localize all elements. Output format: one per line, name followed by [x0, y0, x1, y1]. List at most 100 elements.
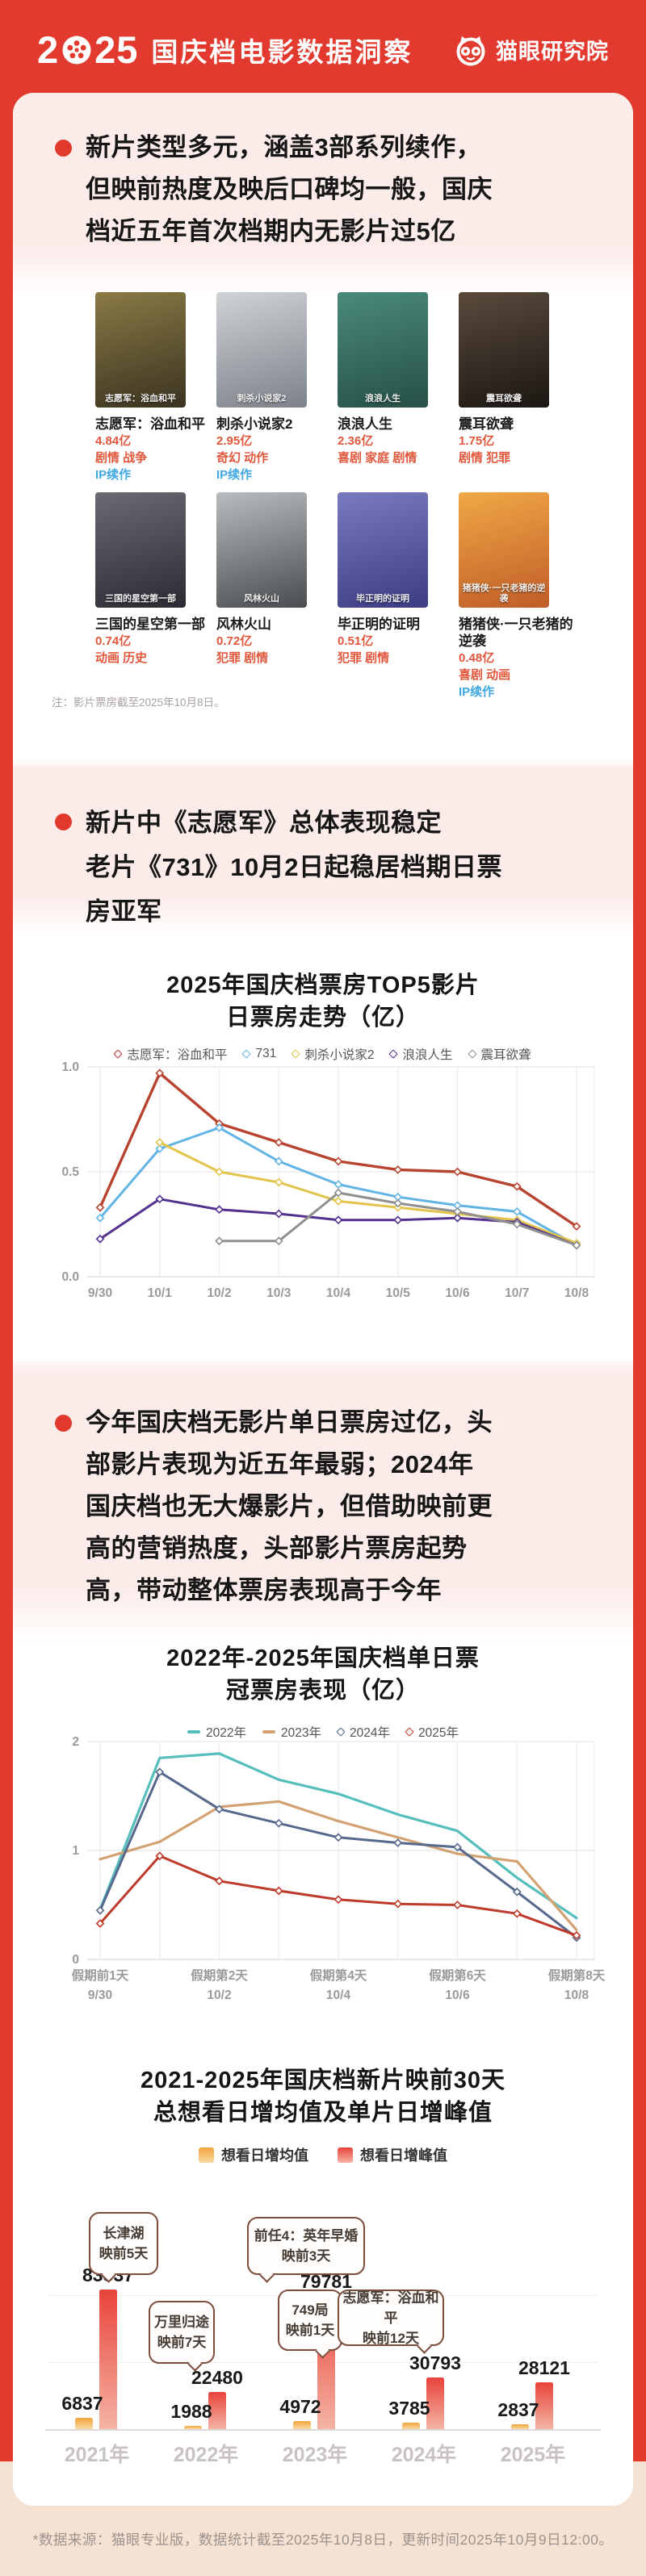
svg-text:假期第6天: 假期第6天: [429, 1968, 486, 1983]
film-title: 刺杀小说家2: [216, 416, 293, 432]
pink-section-3: [13, 1360, 633, 1644]
footer-note: *数据来源：猫眼专业版，数据统计截至2025年10月8日，更新时间2025年10…: [32, 2532, 614, 2548]
film-poster-title: 震耳欲聋: [486, 394, 522, 404]
film-title: 震耳欲聋: [459, 416, 514, 432]
film-reel-icon: [62, 36, 91, 64]
report-title-group: 2 25 国庆档电影数据洞察: [37, 27, 413, 72]
bullet-2-text: 新片中《志愿军》总体表现稳定 老片《731》10月2日起稳居档期日票 房亚军: [86, 809, 502, 926]
legend-item: 想看日增峰值: [338, 2144, 447, 2165]
callout-bubble: 万里归途 映前7天: [149, 2301, 215, 2372]
film-poster-title: 志愿军：浴血和平: [105, 394, 176, 404]
bar-category-label: 2021年: [64, 2444, 130, 2466]
legend-marker-icon: [199, 2147, 214, 2163]
chart2-line-chart: 0 1 2 假期前1天 9/30 假期第2天 10/2 假期第4天 10/4 假期第6天 10/6 假…: [72, 1735, 606, 2002]
film-poster-title: 刺杀小说家2: [237, 394, 287, 404]
svg-text:10/1: 10/1: [148, 1286, 173, 1300]
film-genres: 动画 历史: [95, 651, 148, 665]
peak-bar: [426, 2377, 444, 2429]
film-title: 毕正明的证明: [338, 617, 420, 632]
callout-bubble: 长津湖 映前5天: [89, 2212, 158, 2283]
header-title: 国庆档电影数据洞察: [151, 36, 413, 67]
svg-text:假期第8天: 假期第8天: [548, 1968, 606, 1983]
svg-text:假期前1天: 假期前1天: [72, 1968, 129, 1983]
film-ip-tag: IP续作: [459, 685, 495, 699]
film-title: 志愿军：浴血和平: [95, 416, 205, 432]
year-suffix: 25: [94, 28, 139, 71]
film-card: 浪浪人生 浪浪人生 2.36亿 喜剧 家庭 剧情: [325, 292, 446, 492]
film-box-office: 0.72亿: [216, 634, 253, 648]
bar-category-label: 2023年: [282, 2444, 348, 2466]
film-genres: 犯罪 剧情: [216, 651, 269, 665]
legend-item: 刺杀小说家2: [291, 1045, 374, 1063]
film-genres: 剧情 战争: [95, 451, 148, 465]
avg-value-label: 1988: [170, 2400, 212, 2422]
film-box-office: 4.84亿: [95, 434, 132, 448]
avg-bar: [402, 2423, 420, 2429]
brand: 猫眼研究院: [454, 33, 609, 67]
film-poster: 志愿军：浴血和平: [95, 292, 186, 408]
film-poster: 猪猪侠·一只老猪的逆袭: [459, 492, 549, 608]
svg-text:10/6: 10/6: [445, 1286, 470, 1300]
legend-marker-icon: [338, 2147, 353, 2163]
peak-bar: [99, 2290, 117, 2429]
legend-item: 2022年: [187, 1723, 246, 1741]
svg-text:10/5: 10/5: [386, 1286, 411, 1300]
legend-item: 2024年: [336, 1723, 390, 1741]
chart2-title: 2022年-2025年国庆档单日票 冠票房表现（亿）: [166, 1646, 480, 1704]
avg-bar: [511, 2424, 529, 2429]
callout-bubble: 志愿军：浴血和平 映前12天: [338, 2290, 444, 2354]
film-card: 风林火山 风林火山 0.72亿 犯罪 剧情: [203, 492, 325, 700]
svg-text:9/30: 9/30: [88, 1286, 112, 1300]
svg-text:10/2: 10/2: [207, 1988, 231, 2002]
peak-bar: [208, 2391, 226, 2429]
avg-bar: [75, 2417, 93, 2429]
legend-item: 震耳欲聋: [467, 1045, 531, 1063]
peak-value-label: 28121: [518, 2356, 570, 2378]
chart3-title: 2021-2025年国庆档新片映前30天 总想看日增均值及单片日增峰值: [141, 2068, 505, 2126]
callout-bubble: 前任4：英年早婚 映前3天: [247, 2217, 365, 2283]
film-card: 三国的星空第一部 三国的星空第一部 0.74亿 动画 历史: [82, 492, 205, 700]
svg-text:1.0: 1.0: [61, 1060, 79, 1074]
legend-marker-icon: [187, 1730, 201, 1733]
bullet-dot-icon: [55, 813, 72, 830]
svg-text:10/7: 10/7: [505, 1286, 529, 1300]
film-genres: 喜剧 家庭 剧情: [338, 451, 417, 465]
film-box-office: 0.48亿: [459, 651, 495, 665]
svg-text:0: 0: [72, 1953, 79, 1967]
pink-section-1: [13, 93, 633, 296]
film-poster-title: 毕正明的证明: [356, 594, 409, 604]
film-poster-title: 三国的星空第一部: [105, 594, 176, 604]
pink-section-2: [13, 759, 633, 937]
film-poster: 震耳欲聋: [459, 292, 549, 408]
legend-item: 2023年: [262, 1723, 321, 1741]
film-genres: 犯罪 剧情: [338, 651, 390, 665]
svg-text:1: 1: [72, 1844, 79, 1858]
film-poster-title: 猪猪侠·一只老猪的逆袭: [462, 583, 546, 604]
svg-text:假期第4天: 假期第4天: [310, 1968, 367, 1983]
svg-text:10/3: 10/3: [266, 1286, 292, 1300]
svg-text:10/4: 10/4: [326, 1988, 351, 2002]
bullet-1-text: 新片类型多元，涵盖3部系列续作， 但映前热度及映后口碑均一般，国庆 档近五年首次…: [86, 133, 493, 245]
svg-text:0.0: 0.0: [61, 1270, 79, 1284]
year-2025: 2 25: [37, 27, 138, 72]
film-card: 刺杀小说家2 刺杀小说家2 2.95亿 奇幻 动作 IP续作: [203, 292, 325, 492]
film-poster: 浪浪人生: [338, 292, 428, 408]
avg-bar: [293, 2420, 311, 2429]
film-card: 志愿军：浴血和平 志愿军：浴血和平 4.84亿 剧情 战争 IP续作: [82, 292, 205, 492]
film-poster-title: 风林火山: [244, 594, 279, 604]
maoyan-cat-icon: [456, 36, 485, 65]
legend-marker-icon: [262, 1730, 276, 1733]
legend-item: 志愿军：浴血和平: [113, 1045, 227, 1063]
film-card: 猪猪侠·一只老猪的逆袭 猪猪侠·一只老猪的逆袭 0.48亿 喜剧 动画 IP续作: [446, 492, 573, 700]
bar-category-label: 2024年: [391, 2444, 457, 2466]
film-ip-tag: IP续作: [95, 468, 132, 482]
header: 2 25 国庆档电影数据洞察: [0, 0, 646, 93]
film-poster-title: 浪浪人生: [365, 394, 401, 404]
film-genres: 奇幻 动作: [216, 451, 269, 465]
svg-text:9/30: 9/30: [88, 1988, 112, 2002]
bar-chart: 6837838372021年1988224802022年497279781202…: [37, 2167, 609, 2504]
film-poster: 三国的星空第一部: [95, 492, 186, 608]
chart2-legend: 2022年 2023年 2024年 2025年: [13, 1723, 633, 1741]
year-prefix: 2: [37, 28, 60, 71]
